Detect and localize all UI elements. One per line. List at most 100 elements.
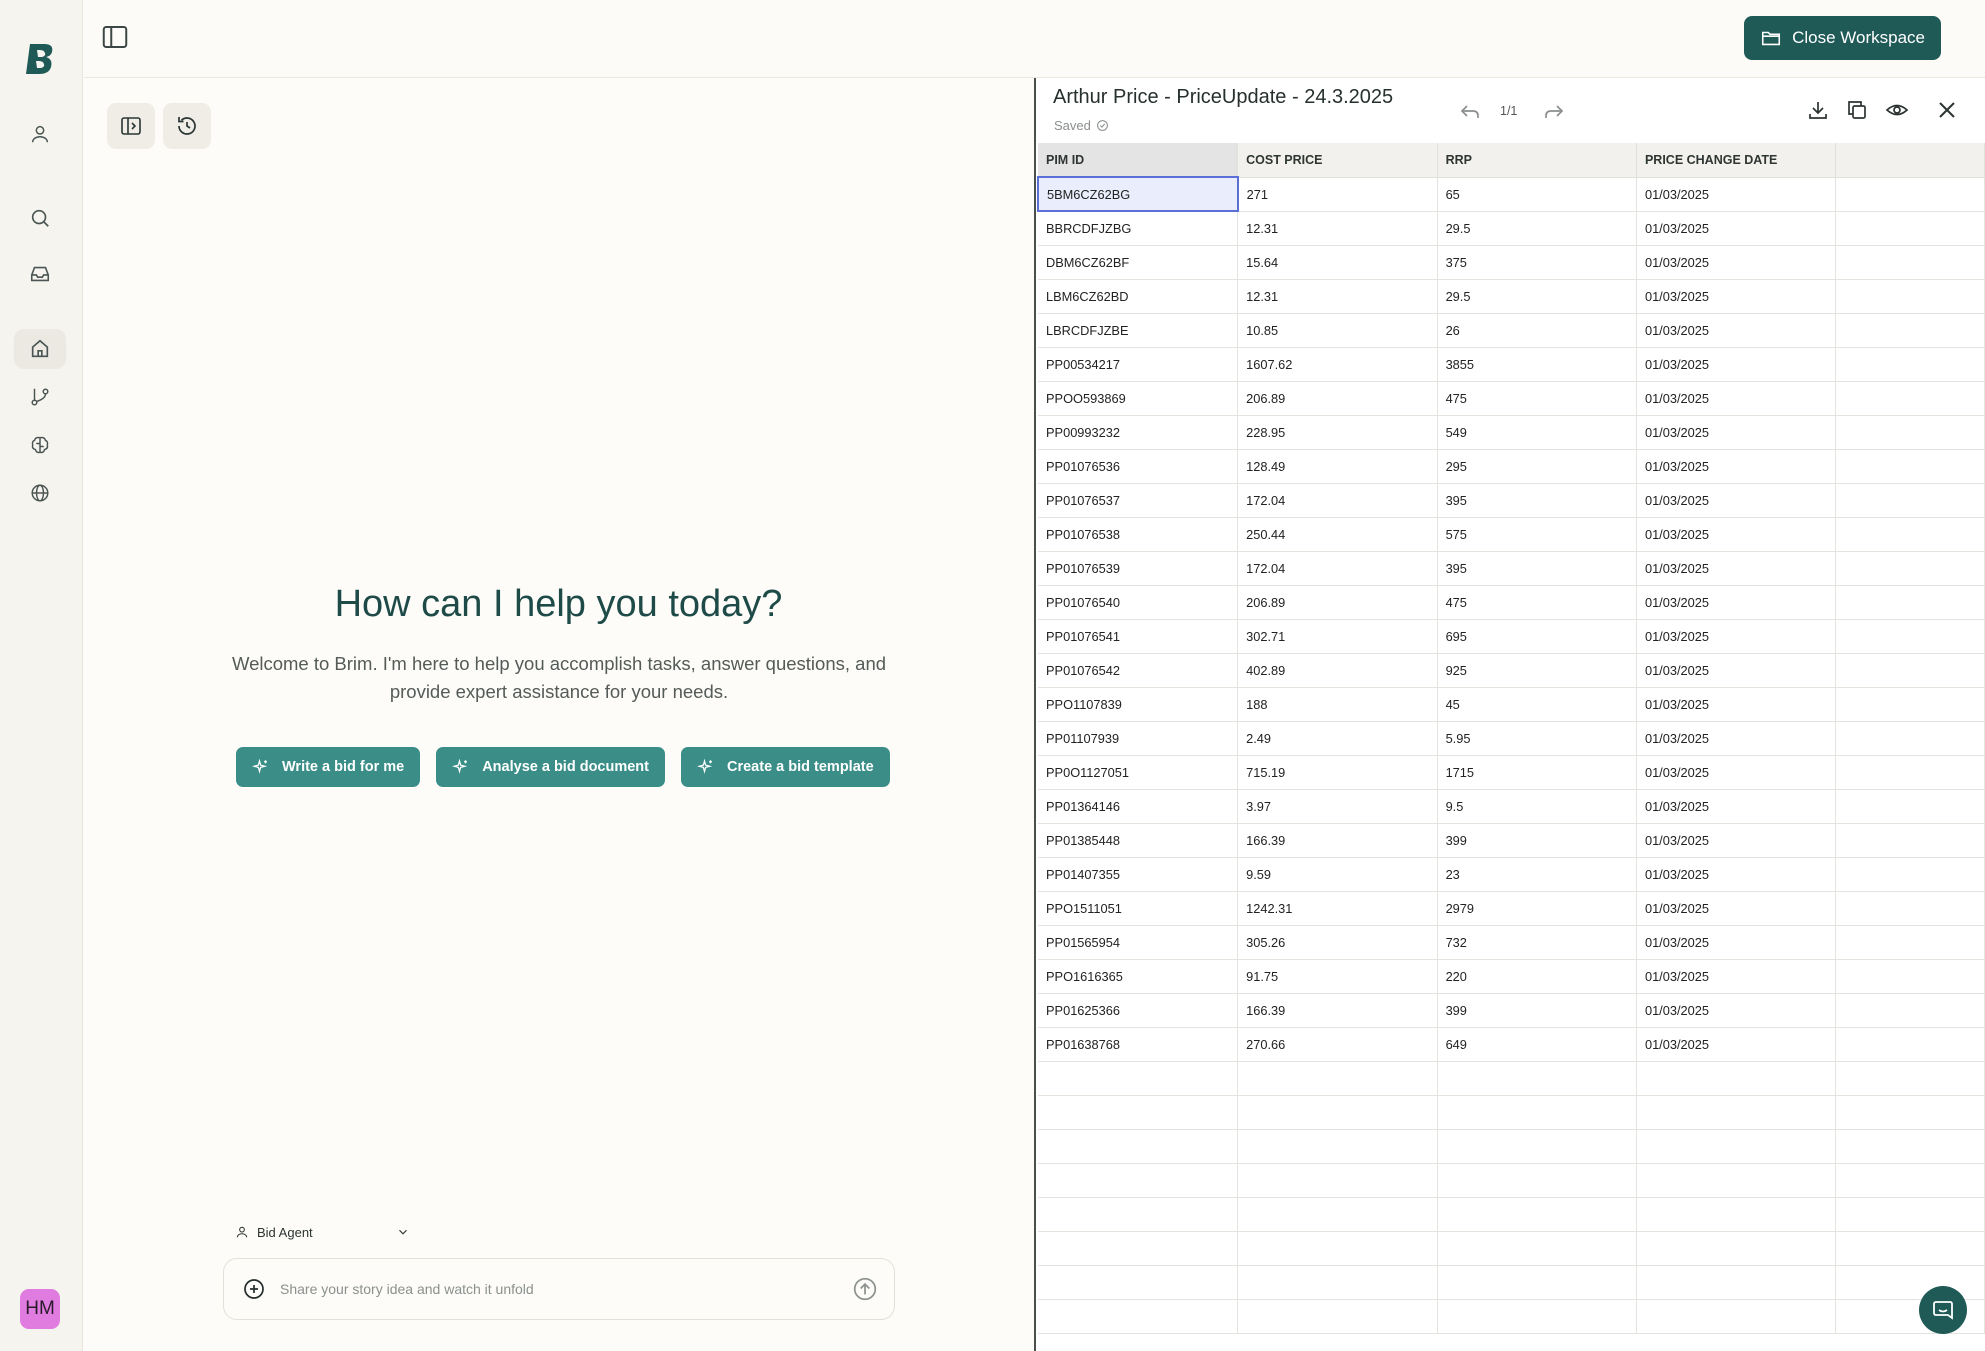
table-cell[interactable]: PPO1616365 <box>1038 959 1239 994</box>
table-cell-empty[interactable] <box>1835 687 1985 722</box>
table-cell[interactable]: 01/03/2025 <box>1636 823 1837 858</box>
table-cell[interactable]: 01/03/2025 <box>1636 517 1837 552</box>
support-chat-button[interactable] <box>1919 1286 1967 1334</box>
table-cell-empty[interactable] <box>1437 1095 1637 1130</box>
table-cell-empty[interactable] <box>1835 483 1985 518</box>
table-cell[interactable]: 220 <box>1437 959 1637 994</box>
table-cell[interactable]: 575 <box>1437 517 1637 552</box>
table-cell[interactable]: 01/03/2025 <box>1636 891 1837 926</box>
table-cell-empty[interactable] <box>1636 1231 1837 1266</box>
brim-logo-icon[interactable] <box>24 42 58 76</box>
table-cell[interactable]: 395 <box>1437 551 1637 586</box>
table-cell[interactable]: PP01076542 <box>1038 653 1239 688</box>
table-cell-empty[interactable] <box>1835 313 1985 348</box>
table-cell[interactable]: PP01107939 <box>1038 721 1239 756</box>
table-cell-empty[interactable] <box>1835 755 1985 790</box>
table-cell[interactable]: 1715 <box>1437 755 1637 790</box>
table-cell-empty[interactable] <box>1835 789 1985 824</box>
table-cell[interactable]: 1607.62 <box>1237 347 1438 382</box>
table-cell-empty[interactable] <box>1835 517 1985 552</box>
table-cell[interactable]: 01/03/2025 <box>1636 313 1837 348</box>
table-cell-empty[interactable] <box>1437 1197 1637 1232</box>
table-cell-empty[interactable] <box>1437 1231 1637 1266</box>
table-cell-empty[interactable] <box>1636 1129 1837 1164</box>
table-cell[interactable]: 01/03/2025 <box>1636 483 1837 518</box>
send-icon[interactable] <box>852 1276 878 1302</box>
table-cell[interactable]: 5BM6CZ62BG <box>1037 176 1239 212</box>
table-cell[interactable]: 01/03/2025 <box>1636 959 1837 994</box>
table-cell-empty[interactable] <box>1437 1299 1637 1334</box>
table-cell[interactable]: 01/03/2025 <box>1636 381 1837 416</box>
table-cell[interactable]: 206.89 <box>1237 585 1438 620</box>
table-cell-empty[interactable] <box>1038 1265 1239 1300</box>
table-cell-empty[interactable] <box>1038 1061 1239 1096</box>
table-cell[interactable]: 01/03/2025 <box>1636 925 1837 960</box>
table-cell-empty[interactable] <box>1835 891 1985 926</box>
table-cell[interactable]: 2979 <box>1437 891 1637 926</box>
table-cell[interactable]: 188 <box>1237 687 1438 722</box>
table-cell-empty[interactable] <box>1835 925 1985 960</box>
table-cell-empty[interactable] <box>1636 1265 1837 1300</box>
table-cell-empty[interactable] <box>1835 1197 1985 1232</box>
table-cell-empty[interactable] <box>1038 1299 1239 1334</box>
table-cell[interactable]: PP01076537 <box>1038 483 1239 518</box>
table-cell[interactable]: PPOO593869 <box>1038 381 1239 416</box>
table-cell[interactable]: 29.5 <box>1437 279 1637 314</box>
create-template-button[interactable]: Create a bid template <box>681 747 890 787</box>
table-cell-empty[interactable] <box>1835 619 1985 654</box>
table-cell-empty[interactable] <box>1835 721 1985 756</box>
table-cell-empty[interactable] <box>1835 1129 1985 1164</box>
table-cell-empty[interactable] <box>1835 415 1985 450</box>
user-avatar[interactable]: HM <box>20 1289 60 1329</box>
table-cell-empty[interactable] <box>1835 211 1985 246</box>
table-cell[interactable]: LBM6CZ62BD <box>1038 279 1239 314</box>
table-cell[interactable]: PP01638768 <box>1038 1027 1239 1062</box>
table-cell-empty[interactable] <box>1237 1163 1438 1198</box>
web-button[interactable] <box>20 473 60 513</box>
table-cell-empty[interactable] <box>1437 1061 1637 1096</box>
table-cell-empty[interactable] <box>1835 1231 1985 1266</box>
table-cell[interactable]: 01/03/2025 <box>1636 279 1837 314</box>
table-cell-empty[interactable] <box>1835 245 1985 280</box>
table-cell[interactable]: 695 <box>1437 619 1637 654</box>
table-cell[interactable]: 01/03/2025 <box>1636 211 1837 246</box>
table-cell[interactable]: 395 <box>1437 483 1637 518</box>
table-cell-empty[interactable] <box>1237 1129 1438 1164</box>
table-cell[interactable]: LBRCDFJZBE <box>1038 313 1239 348</box>
table-cell[interactable]: 01/03/2025 <box>1636 687 1837 722</box>
table-cell-empty[interactable] <box>1835 1265 1985 1300</box>
table-cell[interactable]: 9.59 <box>1237 857 1438 892</box>
table-cell[interactable]: 10.85 <box>1237 313 1438 348</box>
table-cell[interactable]: 715.19 <box>1237 755 1438 790</box>
redo-icon[interactable] <box>1542 100 1566 124</box>
home-button[interactable] <box>14 329 66 369</box>
table-cell[interactable]: PP01076536 <box>1038 449 1239 484</box>
table-cell[interactable]: 399 <box>1437 823 1637 858</box>
column-header[interactable]: PRICE CHANGE DATE <box>1636 143 1837 178</box>
table-cell[interactable]: 9.5 <box>1437 789 1637 824</box>
table-cell-empty[interactable] <box>1038 1095 1239 1130</box>
table-cell-empty[interactable] <box>1237 1061 1438 1096</box>
agent-selector[interactable]: Bid Agent <box>235 1222 410 1242</box>
table-cell-empty[interactable] <box>1835 857 1985 892</box>
table-cell[interactable]: 01/03/2025 <box>1636 551 1837 586</box>
table-cell-empty[interactable] <box>1636 1299 1837 1334</box>
table-cell[interactable]: 01/03/2025 <box>1636 177 1837 212</box>
table-cell-empty[interactable] <box>1038 1197 1239 1232</box>
table-cell-empty[interactable] <box>1835 347 1985 382</box>
table-cell[interactable]: 732 <box>1437 925 1637 960</box>
table-cell-empty[interactable] <box>1038 1163 1239 1198</box>
table-cell[interactable]: 01/03/2025 <box>1636 585 1837 620</box>
table-cell[interactable]: 649 <box>1437 1027 1637 1062</box>
table-cell[interactable]: 271 <box>1237 177 1438 212</box>
table-cell[interactable]: 128.49 <box>1237 449 1438 484</box>
table-cell[interactable]: 01/03/2025 <box>1636 347 1837 382</box>
table-cell[interactable]: 375 <box>1437 245 1637 280</box>
table-cell[interactable]: PP01076540 <box>1038 585 1239 620</box>
table-cell[interactable]: 01/03/2025 <box>1636 653 1837 688</box>
table-cell[interactable]: DBM6CZ62BF <box>1038 245 1239 280</box>
copy-icon[interactable] <box>1845 98 1869 122</box>
table-cell[interactable]: 925 <box>1437 653 1637 688</box>
table-cell[interactable]: 172.04 <box>1237 483 1438 518</box>
write-bid-button[interactable]: Write a bid for me <box>236 747 421 787</box>
